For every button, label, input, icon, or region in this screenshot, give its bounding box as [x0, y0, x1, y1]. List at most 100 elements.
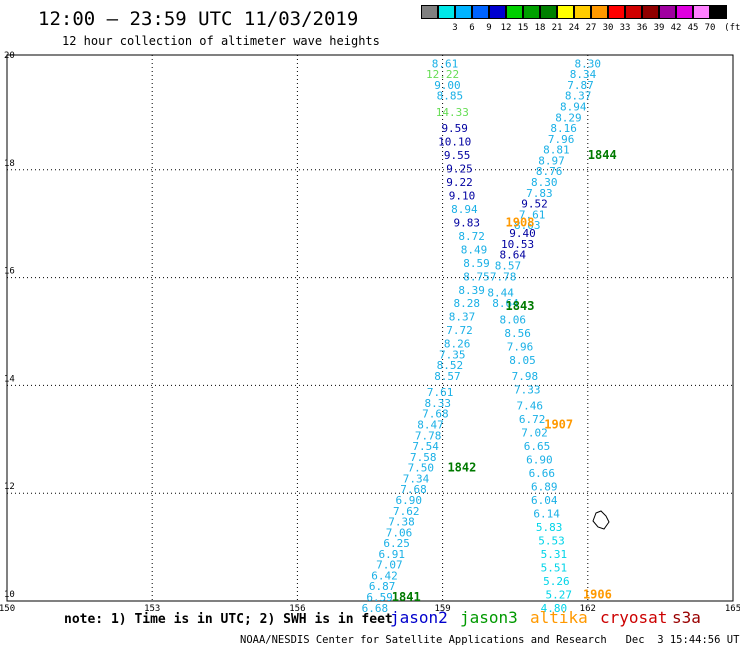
wave-height-value: 14.33 [436, 106, 469, 119]
wave-height-value: 6.42 [371, 569, 398, 582]
wave-height-value: 5.26 [543, 575, 570, 588]
legend-label: 15 [517, 23, 529, 33]
wave-height-value: 8.57 [495, 260, 522, 273]
wave-height-value: 6.14 [533, 507, 560, 520]
legend-label: 18 [534, 23, 546, 33]
pass-label: 1841 [392, 590, 421, 604]
legend-label: 27 [585, 23, 597, 33]
wave-height-value: 8.64 [492, 297, 519, 310]
wave-height-value: 8.44 [487, 286, 514, 299]
wave-height-value: 5.53 [538, 534, 565, 547]
satellite-name: jason3 [460, 608, 518, 627]
wave-height-value: 8.05 [509, 354, 536, 367]
lat-tick-label: 18 [4, 159, 15, 169]
legend-swatch [608, 5, 625, 19]
wave-height-value: 8.75 [463, 270, 490, 283]
satellite-name: cryosat [600, 608, 668, 627]
wave-height-value: 7.78 [490, 270, 517, 283]
wave-height-value: 10.53 [501, 238, 534, 251]
legend-swatch [676, 5, 693, 19]
wave-height-value: 8.59 [463, 257, 490, 270]
wave-height-value: 7.50 [408, 462, 435, 475]
legend-label: 70 [704, 23, 716, 33]
lat-tick-label: 10 [4, 590, 15, 600]
wave-height-value: 6.89 [531, 481, 558, 494]
wave-height-value: 6.90 [526, 454, 553, 467]
legend-label: 39 [653, 23, 665, 33]
wave-height-value: 8.47 [417, 419, 444, 432]
legend-label: 30 [602, 23, 614, 33]
wave-height-value: 8.56 [504, 327, 531, 340]
legend-label: 36 [636, 23, 648, 33]
legend-swatch [438, 5, 455, 19]
wave-height-value: 7.34 [403, 472, 430, 485]
legend-swatch [642, 5, 659, 19]
legend-swatch [710, 5, 727, 19]
legend-label: 45 [687, 23, 699, 33]
wave-height-value: 8.49 [461, 243, 488, 256]
wave-height-value: 8.61 [432, 57, 459, 70]
wave-height-value: 12.22 [426, 68, 459, 81]
lat-tick-label: 14 [4, 374, 15, 384]
legend-label: 21 [551, 23, 563, 33]
wave-height-value: 9.40 [509, 227, 536, 240]
wave-height-value: 9.55 [444, 149, 471, 162]
wave-height-value: 6.25 [383, 537, 410, 550]
wave-height-value: 8.72 [458, 230, 485, 243]
legend-label: 24 [568, 23, 580, 33]
wave-height-value: 9.83 [454, 216, 481, 229]
wave-height-value: 6.65 [524, 440, 551, 453]
wave-height-value: 9.25 [446, 162, 473, 175]
wave-height-value: 7.02 [521, 427, 548, 440]
legend-swatch [659, 5, 676, 19]
island-outline [592, 510, 610, 530]
pass-label: 1842 [447, 461, 476, 475]
wave-height-value: 9.00 [434, 79, 461, 92]
pass-label: 1907 [544, 418, 573, 432]
wave-height-value: 5.51 [541, 561, 568, 574]
wave-height-value: 6.68 [362, 602, 389, 615]
wave-height-value: 7.61 [519, 208, 546, 221]
wave-height-value: 8.16 [550, 122, 577, 135]
legend-swatch [472, 5, 489, 19]
legend-swatch [574, 5, 591, 19]
wave-height-value: 7.33 [514, 383, 541, 396]
wave-height-value: 7.61 [427, 386, 454, 399]
wave-height-value: 10.10 [438, 136, 471, 149]
wave-height-value: 6.66 [529, 467, 556, 480]
map-subtitle: 12 hour collection of altimeter wave hei… [62, 34, 380, 48]
satellite-name: s3a [672, 608, 701, 627]
wave-height-value: 9.52 [521, 198, 548, 211]
wave-height-value: 6.04 [531, 494, 558, 507]
lon-tick-label: 150 [0, 604, 15, 614]
wave-height-value: 9.22 [446, 176, 473, 189]
lon-tick-label: 159 [434, 604, 450, 614]
legend-swatch [591, 5, 608, 19]
lon-tick-label: 153 [144, 604, 160, 614]
legend-swatch [540, 5, 557, 19]
wave-height-value: 7.98 [512, 370, 539, 383]
wave-height-value: 7.96 [507, 340, 534, 353]
wave-height-value: 8.34 [570, 68, 597, 81]
wave-height-value: 4.80 [541, 602, 568, 615]
wave-height-value: 9.10 [449, 189, 476, 202]
wave-height-value: 5.83 [536, 521, 563, 534]
legend-swatch [421, 5, 438, 19]
wave-height-value: 7.46 [516, 400, 543, 413]
wave-height-value: 5.27 [546, 588, 573, 601]
wave-height-value: 8.03 [514, 219, 541, 232]
wave-height-value: 7.35 [439, 348, 466, 361]
lon-tick-label: 156 [289, 604, 305, 614]
wave-height-value: 6.72 [519, 413, 546, 426]
wave-height-value: 8.30 [575, 57, 602, 70]
lat-tick-label: 12 [4, 482, 15, 492]
wave-height-value: 7.38 [388, 516, 415, 529]
wave-height-value: 5.31 [541, 548, 568, 561]
wave-height-value: 7.96 [548, 133, 575, 146]
legend-swatch [455, 5, 472, 19]
note-text: note: 1) Time is in UTC; 2) SWH is in fe… [64, 612, 393, 627]
wave-height-value: 6.91 [379, 548, 406, 561]
lat-tick-label: 20 [4, 51, 15, 61]
legend-label: 12 [500, 23, 512, 33]
wave-height-value: 8.94 [451, 203, 478, 216]
